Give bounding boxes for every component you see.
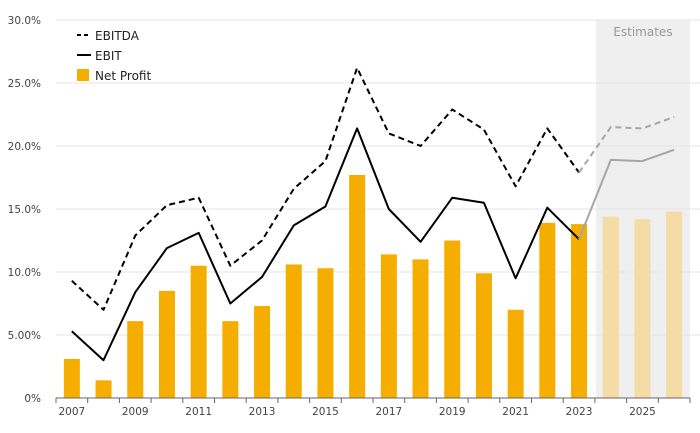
legend-label-net-profit: Net Profit (95, 69, 151, 83)
legend-swatch-net-profit (77, 69, 89, 81)
bar-net-profit (602, 216, 619, 398)
x-tick-label: 2015 (312, 406, 339, 418)
bar-net-profit (666, 211, 683, 398)
bar-net-profit (63, 358, 80, 398)
bar-net-profit (158, 290, 175, 398)
bar-net-profit (222, 321, 239, 398)
y-axis-tick-labels: 0% 5.00% 10.0% 15.0% 20.0% 25.0% 30.0% (8, 15, 41, 405)
line-ebit-estimate (578, 148, 675, 240)
x-tick-label: 2021 (502, 406, 529, 418)
line-ebitda-actual (71, 66, 580, 311)
legend: EBITDA EBIT Net Profit (77, 29, 151, 83)
y-tick-label: 15.0% (8, 204, 41, 216)
y-tick-label: 0% (24, 393, 41, 405)
bar-net-profit (380, 254, 397, 398)
bar-net-profit (95, 380, 112, 398)
y-tick-label: 25.0% (8, 78, 41, 90)
x-tick-label: 2023 (566, 406, 593, 418)
bar-net-profit (317, 268, 334, 398)
series-lines (71, 66, 675, 362)
bar-net-profit (539, 222, 556, 398)
bar-net-profit (507, 309, 524, 398)
bar-net-profit (444, 240, 461, 398)
x-tick-label: 2017 (375, 406, 402, 418)
y-tick-label: 30.0% (8, 15, 41, 27)
bar-net-profit (285, 264, 302, 398)
bar-net-profit (254, 306, 271, 398)
x-tick-label: 2019 (439, 406, 466, 418)
bar-net-profit (634, 219, 651, 398)
y-tick-label: 10.0% (8, 267, 41, 279)
y-tick-label: 20.0% (8, 141, 41, 153)
y-tick-label: 5.00% (8, 330, 41, 342)
legend-label-ebit: EBIT (95, 49, 122, 63)
line-ebit-actual (71, 127, 580, 362)
legend-label-ebitda: EBITDA (95, 29, 140, 43)
x-tick-label: 2025 (629, 406, 656, 418)
bar-net-profit (190, 265, 207, 398)
legend-item-ebit: EBIT (77, 49, 122, 63)
line-ebitda-estimate (578, 116, 675, 174)
net-profit-bars (63, 174, 683, 398)
bar-net-profit (412, 259, 429, 398)
x-tick-label: 2009 (122, 406, 149, 418)
x-tick-label: 2013 (249, 406, 276, 418)
x-axis-ticks: 2007 2009 2011 2013 2015 2017 2019 2021 2023 2025 (55, 398, 691, 418)
legend-item-net-profit: Net Profit (77, 69, 151, 83)
bar-net-profit (349, 174, 366, 398)
estimates-label: Estimates (613, 25, 672, 39)
bar-net-profit (571, 224, 588, 398)
bar-net-profit (475, 273, 492, 398)
legend-item-ebitda: EBITDA (77, 29, 140, 43)
bar-net-profit (127, 321, 144, 398)
x-tick-label: 2007 (58, 406, 85, 418)
x-tick-label: 2011 (185, 406, 212, 418)
